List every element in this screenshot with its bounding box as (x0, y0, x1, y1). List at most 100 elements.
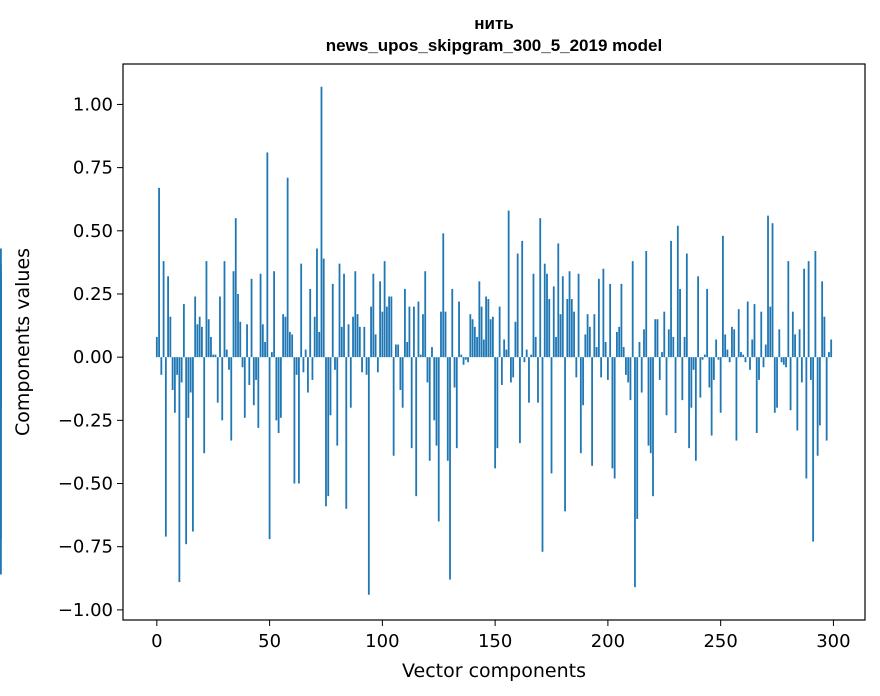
bar-290 (809, 357, 812, 380)
bar-174 (548, 299, 551, 358)
bar-91 (361, 357, 363, 373)
bar-27 (216, 357, 219, 403)
bar-15 (189, 357, 192, 393)
bar-175 (550, 357, 553, 474)
bar-104 (390, 296, 393, 358)
bar-147 (487, 299, 490, 358)
bar-219 (649, 357, 652, 454)
bar-169 (537, 357, 539, 403)
bar-180 (561, 276, 564, 358)
bar-54 (277, 357, 280, 433)
bar-208 (625, 357, 627, 375)
x-tick-label: 150 (478, 631, 512, 652)
bar-79 (334, 357, 336, 370)
y-axis-label: Components values (12, 248, 34, 436)
bar-192 (588, 326, 591, 358)
bar-24 (210, 336, 212, 358)
bar-294 (818, 357, 821, 426)
bar-76 (327, 357, 330, 497)
bar-106 (394, 344, 397, 358)
bar-17 (194, 296, 197, 358)
bar-0 (155, 336, 158, 358)
bar-161 (519, 357, 521, 444)
bar-159 (514, 321, 517, 358)
bar-74 (322, 258, 325, 358)
bar-116 (417, 301, 420, 358)
y-tick-label: 0.75 (73, 158, 113, 179)
bar-119 (424, 271, 427, 358)
bar-143 (478, 281, 481, 358)
bar-275 (776, 357, 778, 408)
bar-260 (742, 354, 745, 358)
x-tick-label: 50 (258, 631, 281, 652)
bar-234 (683, 336, 686, 358)
bar-85 (347, 324, 350, 358)
bar-75 (325, 357, 327, 507)
bar-5 (167, 276, 169, 358)
bar-299 (830, 339, 833, 358)
bar-194 (593, 314, 596, 358)
bar-218 (647, 357, 650, 446)
bar-200 (606, 357, 609, 380)
x-tick-label: 200 (591, 631, 625, 652)
bar-72 (318, 331, 321, 358)
bar-112 (408, 306, 411, 358)
bar-80 (336, 357, 339, 446)
bar-266 (755, 357, 758, 433)
bar-105 (392, 357, 395, 456)
bar-19 (198, 316, 201, 358)
bar-49 (266, 152, 269, 358)
bar-230 (674, 357, 677, 433)
bar-21 (203, 357, 206, 454)
bar-44 (255, 357, 257, 380)
bar-41 (248, 357, 251, 385)
bar-102 (385, 306, 388, 358)
bar-30 (223, 261, 226, 358)
bar-246 (710, 357, 713, 436)
bar-84 (345, 357, 348, 509)
bar-71 (316, 248, 318, 358)
bar-117 (419, 354, 422, 358)
bar-279 (785, 357, 787, 368)
bar-204 (616, 331, 618, 358)
bar-2 (160, 357, 163, 375)
bar-146 (485, 296, 487, 358)
bar-163 (523, 357, 526, 363)
bar-253 (726, 349, 729, 358)
bar-155 (505, 349, 508, 358)
y-tick-label: −0.75 (58, 537, 113, 558)
bar-36 (237, 293, 239, 358)
bar-190 (584, 334, 587, 358)
bar-209 (627, 357, 630, 383)
bar-221 (654, 319, 657, 358)
bar-128 (444, 311, 447, 358)
bar-268 (760, 311, 763, 358)
bar-227 (667, 329, 670, 358)
bar-281 (789, 357, 792, 411)
bar-250 (719, 357, 722, 413)
bar-240 (697, 276, 699, 358)
y-tick-label: 0.50 (73, 221, 113, 242)
bar-7 (171, 357, 174, 391)
bar-78 (331, 283, 334, 358)
bar-214 (638, 342, 641, 358)
bar-265 (753, 304, 756, 358)
bar-215 (640, 357, 643, 393)
bar-3 (162, 261, 165, 358)
bar-173 (546, 273, 548, 358)
bar-38 (241, 357, 244, 368)
bar-81 (338, 263, 341, 358)
bar-251 (722, 235, 724, 358)
bar-273 (771, 223, 774, 358)
bar-95 (370, 306, 372, 358)
bar-126 (440, 311, 442, 358)
bar-171 (541, 357, 544, 552)
bar-9 (176, 357, 179, 375)
bar-40 (246, 324, 248, 358)
bar-205 (618, 326, 621, 358)
bar-101 (383, 261, 386, 358)
bar-110 (404, 288, 406, 358)
bar-124 (435, 357, 438, 446)
bar-182 (566, 299, 569, 358)
